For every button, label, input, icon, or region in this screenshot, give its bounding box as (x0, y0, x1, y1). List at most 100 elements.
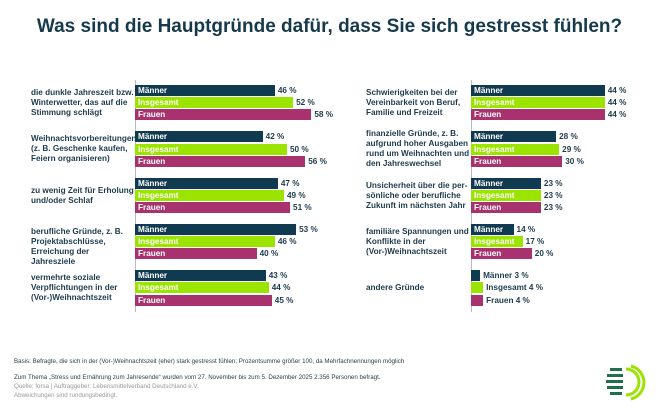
bar-männer (471, 270, 481, 282)
series-label: Frauen (474, 203, 502, 212)
series-label: Frauen (474, 156, 502, 166)
category-label: Unsicherheit über die per-sönliche oder … (366, 180, 468, 210)
bar-insgesamt (135, 143, 287, 155)
category-label: andere Gründe (366, 283, 425, 293)
series-label: Frauen (138, 156, 166, 166)
value-label: 58 % (314, 110, 333, 120)
series-label: Insgesamt (138, 237, 179, 247)
value-label: 23 % (543, 203, 563, 212)
category-label: Schwierigkeiten bei der Vereinbarkeit vo… (366, 88, 461, 117)
series-label: Männer (138, 132, 168, 142)
value-label: Männer 3 % (483, 271, 529, 281)
bar-männer (135, 131, 263, 143)
bar-frauen (135, 202, 291, 213)
series-label: Insgesamt (138, 98, 179, 108)
footnote-basis: Basis: Befragte, die sich in der (Vor-)W… (14, 358, 405, 365)
series-label: Frauen (138, 295, 166, 305)
series-label: Insgesamt (138, 190, 179, 200)
footnote-rounding: Abweichungen sind rundungsbedingt. (14, 392, 118, 399)
series-label: Männer (474, 86, 504, 95)
bar-frauen (471, 155, 563, 167)
category-label: die dunkle Jahreszeit bzw. Winterwetter,… (31, 88, 134, 117)
series-label: Insgesamt (474, 190, 515, 200)
category-label: berufliche Gründe, z. B. Projektabschlüs… (31, 226, 123, 266)
bar-männer (135, 270, 266, 282)
value-label: 45 % (274, 295, 294, 305)
bar-insgesamt (471, 236, 523, 248)
value-label: 44 % (607, 98, 627, 108)
bar-insgesamt (471, 189, 541, 201)
bar-insgesamt (135, 189, 284, 201)
series-label: Insgesamt (474, 237, 515, 247)
value-label: 43 % (268, 271, 288, 281)
bar-frauen (135, 109, 312, 121)
series-label: Männer (138, 178, 168, 188)
series-label: Männer (138, 86, 168, 95)
series-label: Männer (474, 224, 504, 234)
bar-frauen (135, 248, 257, 260)
bar-insgesamt (471, 143, 560, 155)
bar-frauen (135, 155, 306, 167)
series-label: Frauen (138, 203, 166, 212)
value-label: 30 % (565, 156, 584, 166)
bar-insgesamt (471, 97, 605, 109)
category-label: zu wenig Zeit für Erholung und/oder Schl… (31, 185, 134, 205)
series-label: Frauen (138, 249, 166, 259)
value-label: 20 % (534, 249, 554, 259)
series-label: Männer (474, 178, 504, 188)
value-label: 52 % (296, 98, 315, 108)
bar-insgesamt (135, 282, 269, 294)
series-label: Insgesamt (138, 283, 179, 293)
bar-männer (471, 85, 605, 96)
value-label: 46 % (277, 86, 297, 95)
series-label: Insgesamt (474, 98, 515, 108)
value-label: 44 % (607, 86, 627, 95)
series-label: Männer (138, 224, 168, 234)
value-label: 23 % (543, 190, 563, 200)
value-label: 56 % (308, 156, 327, 166)
value-label: 17 % (525, 237, 545, 247)
series-label: Frauen (474, 110, 502, 120)
footnote-source: Quelle: forsa | Auftraggeber: Lebensmitt… (14, 383, 199, 390)
value-label: 28 % (559, 132, 578, 142)
value-label: 51 % (293, 203, 312, 212)
value-label: 29 % (562, 144, 581, 154)
series-label: Männer (474, 132, 504, 142)
bar-männer (135, 85, 275, 96)
value-label: 40 % (259, 249, 279, 259)
bar-männer (135, 223, 297, 235)
value-label: Insgesamt 4 % (486, 283, 544, 293)
bar-frauen (471, 294, 484, 306)
value-label: 14 % (516, 224, 536, 234)
category-label: familiäre Spannungen und Konflikte in de… (366, 226, 469, 256)
value-label: 23 % (543, 178, 563, 188)
series-label: Männer (138, 271, 168, 281)
series-label: Frauen (138, 110, 166, 120)
value-label: 44 % (271, 283, 291, 293)
value-label: 44 % (607, 110, 627, 120)
chart-title: Was sind die Hauptgründe dafür, dass Sie… (36, 16, 623, 37)
series-label: Insgesamt (474, 144, 515, 154)
bar-frauen (471, 109, 605, 121)
bar-männer (471, 177, 541, 189)
bar-insgesamt (471, 282, 484, 294)
category-label: Weihnachtsvorbereitungen (z. B. Geschenk… (31, 134, 137, 164)
footnote-survey: Zum Thema „Stress und Ernährung zum Jahr… (14, 374, 381, 381)
category-label: vermehrte soziale Verpflichtungen in der… (31, 273, 118, 303)
logo-icon (606, 364, 646, 401)
bar-insgesamt (135, 97, 294, 109)
bar-männer (471, 223, 514, 235)
value-label: Frauen 4 % (486, 295, 530, 305)
category-label: finanzielle Gründe, z. B. aufgrund hoher… (366, 129, 470, 169)
bar-männer (471, 131, 557, 143)
series-label: Frauen (474, 249, 502, 259)
bar-frauen (471, 248, 532, 260)
value-label: 47 % (280, 178, 300, 188)
bar-männer (135, 177, 278, 189)
value-label: 42 % (265, 132, 285, 142)
value-label: 50 % (290, 144, 309, 154)
bar-insgesamt (135, 236, 275, 248)
bar-frauen (135, 294, 272, 306)
value-label: 49 % (286, 190, 306, 200)
